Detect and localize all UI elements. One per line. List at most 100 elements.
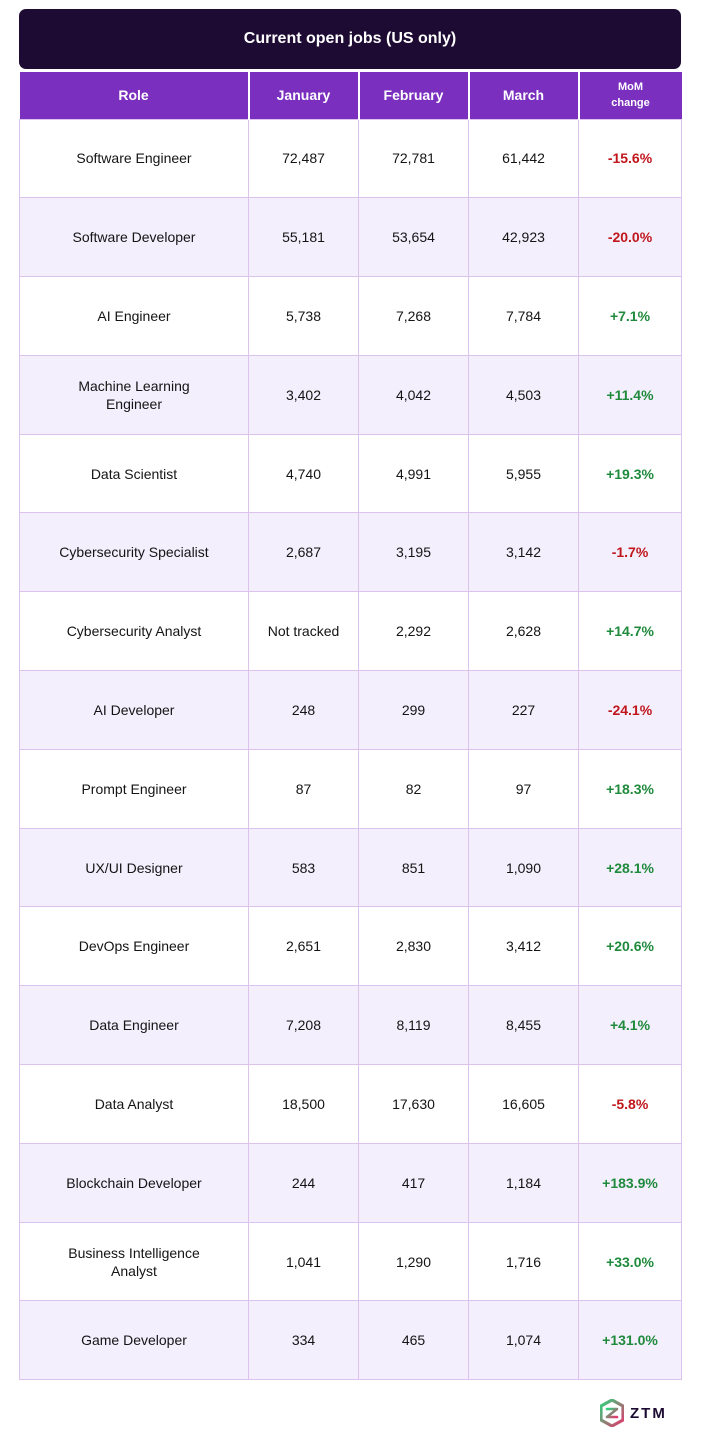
cell-mom-change: +11.4%	[578, 354, 682, 435]
cell-february: 8,119	[358, 985, 469, 1066]
cell-january: 3,402	[248, 354, 359, 435]
cell-march: 1,090	[468, 827, 579, 908]
table-row: DevOps Engineer 2,651 2,830 3,412 +20.6%	[19, 906, 682, 987]
cell-march: 227	[468, 670, 579, 750]
cell-march: 61,442	[468, 118, 579, 199]
cell-role: Game Developer	[19, 1300, 249, 1381]
table-row: Data Engineer 7,208 8,119 8,455 +4.1%	[19, 985, 682, 1066]
cell-march: 8,455	[468, 985, 579, 1066]
cell-february: 417	[358, 1142, 469, 1223]
cell-february: 53,654	[358, 197, 469, 278]
cell-february: 82	[358, 748, 469, 829]
table-row: Prompt Engineer 87 82 97 +18.3%	[19, 748, 682, 829]
cell-february: 72,781	[358, 118, 469, 199]
table-row: Data Analyst 18,500 17,630 16,605 -5.8%	[19, 1064, 682, 1144]
cell-february: 851	[358, 827, 469, 908]
cell-march: 2,628	[468, 591, 579, 672]
cell-mom-change: -5.8%	[578, 1064, 682, 1144]
cell-february: 465	[358, 1300, 469, 1381]
cell-mom-change: -20.0%	[578, 197, 682, 278]
table-row: Cybersecurity Analyst Not tracked 2,292 2,6…	[19, 591, 682, 672]
cell-february: 4,991	[358, 433, 469, 514]
table-row: AI Developer 248 299 227 -24.1%	[19, 670, 682, 750]
cell-role: Cybersecurity Analyst	[19, 591, 249, 672]
table-row: UX/UI Designer 583 851 1,090 +28.1%	[19, 827, 682, 908]
cell-role: AI Engineer	[19, 276, 249, 356]
mom-header-line1: MoM	[617, 81, 644, 94]
cell-january: 583	[248, 827, 359, 908]
cell-mom-change: -15.6%	[578, 118, 682, 199]
cell-march: 1,074	[468, 1300, 579, 1381]
cell-february: 2,292	[358, 591, 469, 672]
column-header-january: January	[247, 72, 359, 119]
cell-mom-change: +4.1%	[578, 985, 682, 1066]
cell-mom-change: +33.0%	[578, 1221, 682, 1302]
table-title-bar: Current open jobs (US only)	[19, 9, 681, 69]
cell-march: 1,716	[468, 1221, 579, 1302]
cell-january: Not tracked	[248, 591, 359, 672]
ztm-logo-text: ZTM	[630, 1404, 667, 1422]
cell-january: 2,687	[248, 512, 359, 593]
cell-january: 5,738	[248, 276, 359, 356]
cell-mom-change: -1.7%	[578, 512, 682, 593]
cell-role: Data Analyst	[19, 1064, 249, 1144]
table-row: Software Developer 55,181 53,654 42,923 -20.…	[19, 197, 682, 278]
cell-february: 4,042	[358, 354, 469, 435]
cell-february: 3,195	[358, 512, 469, 593]
cell-january: 334	[248, 1300, 359, 1381]
cell-march: 7,784	[468, 276, 579, 356]
cell-march: 3,412	[468, 906, 579, 987]
ztm-logo-icon	[600, 1399, 624, 1427]
cell-february: 1,290	[358, 1221, 469, 1302]
cell-role: Software Engineer	[19, 118, 249, 199]
cell-january: 2,651	[248, 906, 359, 987]
cell-role: AI Developer	[19, 670, 249, 750]
cell-march: 16,605	[468, 1064, 579, 1144]
cell-january: 87	[248, 748, 359, 829]
cell-february: 17,630	[358, 1064, 469, 1144]
cell-january: 248	[248, 670, 359, 750]
cell-role: Prompt Engineer	[19, 748, 249, 829]
cell-role: Data Engineer	[19, 985, 249, 1066]
cell-january: 72,487	[248, 118, 359, 199]
column-header-march: March	[467, 72, 579, 119]
cell-mom-change: +20.6%	[578, 906, 682, 987]
cell-march: 97	[468, 748, 579, 829]
table-row: Business Intelligence Analyst 1,041 1,290 1…	[19, 1221, 682, 1302]
column-header-february: February	[357, 72, 469, 119]
cell-january: 7,208	[248, 985, 359, 1066]
cell-role: DevOps Engineer	[19, 906, 249, 987]
cell-mom-change: +7.1%	[578, 276, 682, 356]
cell-march: 42,923	[468, 197, 579, 278]
cell-january: 4,740	[248, 433, 359, 514]
cell-mom-change: +14.7%	[578, 591, 682, 672]
table-row: Game Developer 334 465 1,074 +131.0%	[19, 1300, 682, 1381]
cell-january: 1,041	[248, 1221, 359, 1302]
table-row: Machine Learning Engineer 3,402 4,042 4,503…	[19, 354, 682, 435]
cell-role: Blockchain Developer	[19, 1142, 249, 1223]
cell-mom-change: -24.1%	[578, 670, 682, 750]
cell-mom-change: +19.3%	[578, 433, 682, 514]
cell-march: 4,503	[468, 354, 579, 435]
cell-january: 244	[248, 1142, 359, 1223]
ztm-logo: ZTM	[600, 1398, 667, 1428]
column-header-mom-change: MoM change	[577, 72, 682, 119]
cell-march: 3,142	[468, 512, 579, 593]
cell-mom-change: +131.0%	[578, 1300, 682, 1381]
cell-role: Data Scientist	[19, 433, 249, 514]
cell-mom-change: +183.9%	[578, 1142, 682, 1223]
cell-mom-change: +28.1%	[578, 827, 682, 908]
cell-march: 1,184	[468, 1142, 579, 1223]
cell-march: 5,955	[468, 433, 579, 514]
cell-february: 2,830	[358, 906, 469, 987]
table-title: Current open jobs (US only)	[243, 30, 457, 47]
cell-role: Cybersecurity Specialist	[19, 512, 249, 593]
cell-role: UX/UI Designer	[19, 827, 249, 908]
cell-role: Software Developer	[19, 197, 249, 278]
cell-mom-change: +18.3%	[578, 748, 682, 829]
mom-header-line2: change	[611, 97, 650, 110]
cell-role: Machine Learning Engineer	[19, 354, 249, 435]
table-row: Blockchain Developer 244 417 1,184 +183.9%	[19, 1142, 682, 1223]
header-row: Role January February March MoM change	[19, 72, 682, 119]
cell-january: 55,181	[248, 197, 359, 278]
